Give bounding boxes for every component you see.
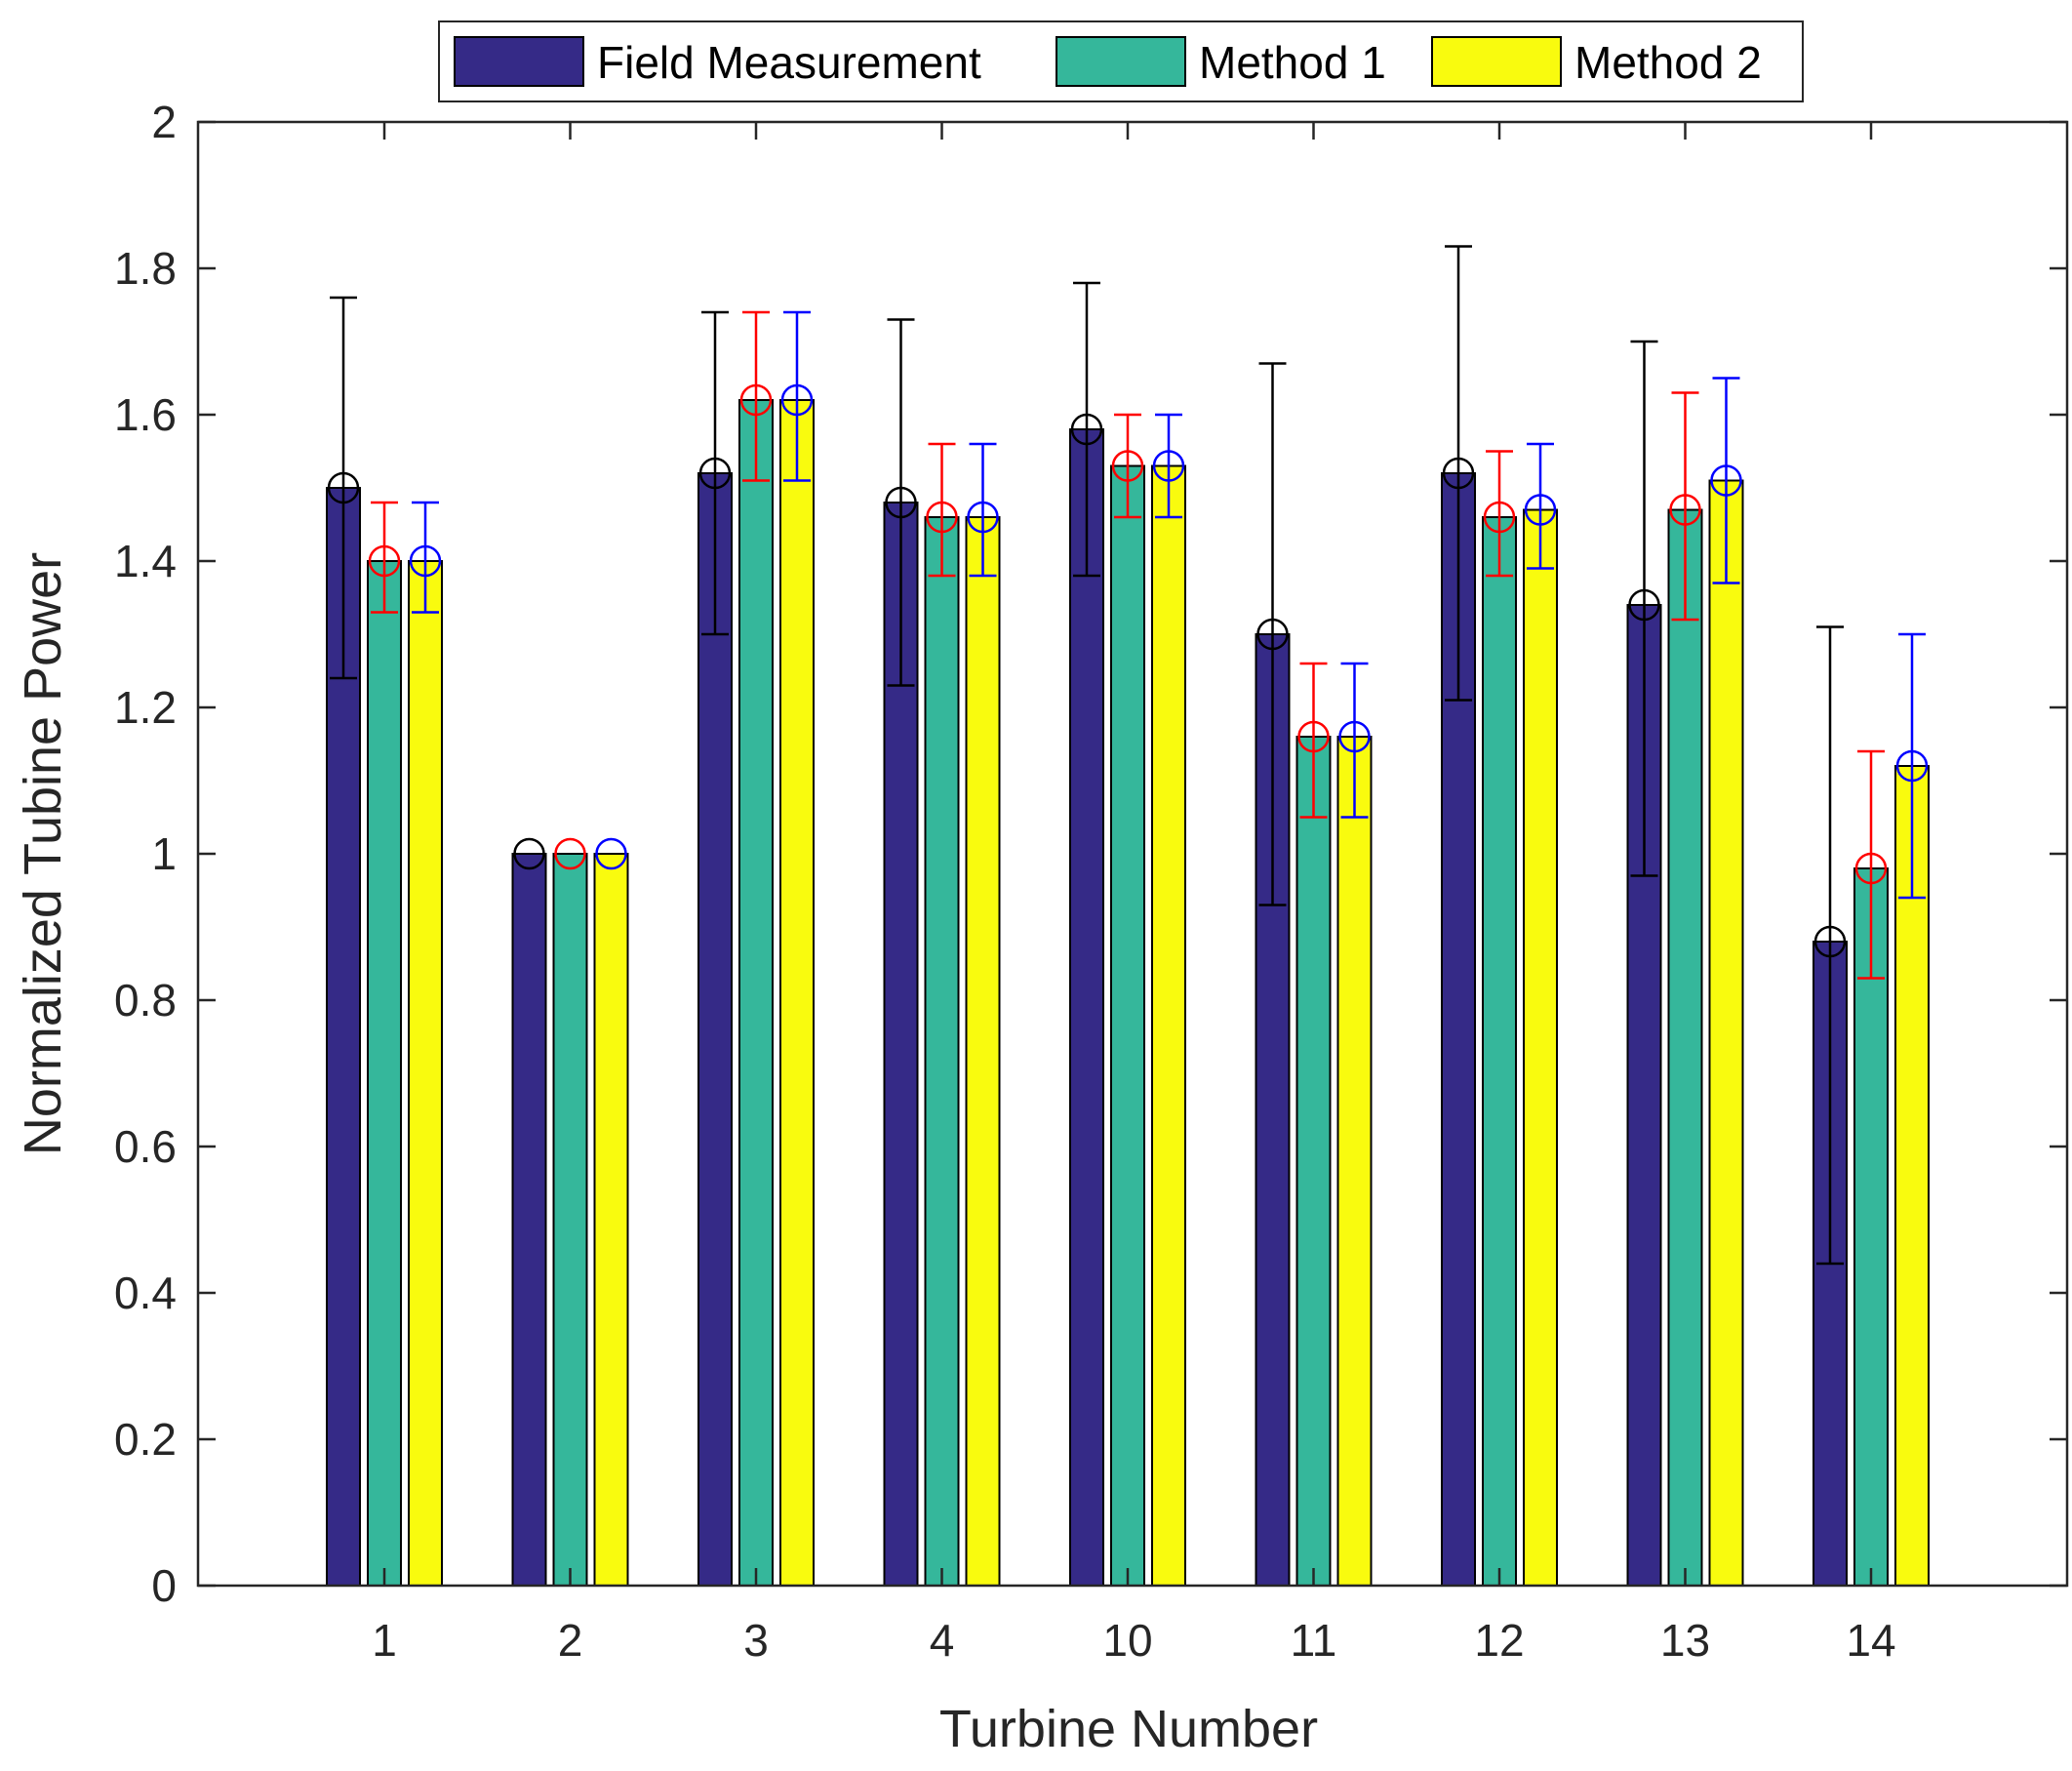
y-tick-label: 1.8: [114, 243, 177, 294]
legend-label-method-1: Method 1: [1199, 37, 1386, 88]
legend-swatch-field-measurement: [454, 36, 584, 87]
bar-method-1: [552, 853, 588, 1587]
bar-method-2: [408, 560, 443, 1587]
bar-method-1: [1482, 516, 1517, 1587]
marker-method-2: [1338, 720, 1371, 753]
x-tick-label: 11: [1291, 1615, 1337, 1666]
x-tick-label: 3: [743, 1615, 769, 1666]
y-tick-label: 0.8: [114, 975, 177, 1026]
bar-method-1: [1110, 464, 1145, 1587]
legend-label-method-2: Method 2: [1574, 37, 1762, 88]
bar-method-1: [738, 399, 774, 1587]
marker-method-2: [1895, 749, 1929, 783]
marker-field-measurement: [327, 471, 360, 504]
legend-label-field-measurement: Field Measurement: [597, 37, 981, 88]
errorbars-group: [327, 245, 1929, 1266]
bar-method-1: [367, 560, 402, 1587]
marker-method-1: [739, 383, 773, 417]
marker-field-measurement: [698, 457, 732, 490]
marker-method-2: [780, 383, 814, 417]
marker-field-measurement: [1070, 413, 1103, 446]
bar-method-1: [1667, 508, 1703, 1587]
marker-field-measurement: [1813, 925, 1847, 958]
marker-method-1: [1111, 450, 1144, 482]
y-axis-title: Normalized Tubine Power: [14, 552, 72, 1155]
y-tick-label: 0.6: [114, 1121, 177, 1172]
bar-method-2: [1708, 479, 1744, 1587]
x-tick-label: 13: [1660, 1615, 1710, 1666]
x-tick-label: 2: [558, 1615, 583, 1666]
marker-field-measurement: [885, 486, 917, 519]
y-tick-label: 0: [151, 1560, 177, 1611]
marker-method-1: [1483, 501, 1516, 534]
x-tick-labels: 1 2 3 4 10 11 12 13 14: [372, 1615, 1895, 1666]
y-tick-label: 1.6: [114, 389, 177, 440]
marker-field-measurement: [1256, 618, 1289, 651]
y-tick-label: 0.2: [114, 1414, 177, 1465]
bar-method-2: [1336, 736, 1373, 1587]
legend: Field Measurement Method 1 Method 2: [438, 20, 1804, 102]
y-tick-labels: 0 0.2 0.4 0.6 0.8 1 1.2 1.4 1.6 1.8 2: [114, 97, 177, 1611]
plot-frame: [196, 120, 2069, 1588]
bar-field-measurement: [511, 853, 547, 1587]
y-tick-label: 1.2: [114, 682, 177, 733]
x-tick-label: 10: [1102, 1615, 1152, 1666]
x-axis-title: Turbine Number: [939, 1700, 1318, 1758]
x-tick-label: 1: [372, 1615, 397, 1666]
marker-method-1: [1854, 852, 1888, 885]
bar-method-1: [1853, 867, 1889, 1587]
x-tick-label: 4: [930, 1615, 955, 1666]
y-tick-label: 1.4: [114, 536, 177, 586]
marker-method-1: [554, 837, 586, 870]
marker-method-2: [1524, 494, 1557, 526]
marker-method-2: [595, 837, 627, 870]
y-tick-label: 0.4: [114, 1268, 177, 1318]
marker-method-2: [1710, 464, 1742, 497]
bar-method-2: [1151, 464, 1186, 1587]
marker-method-2: [1152, 450, 1185, 482]
y-tick-label: 2: [151, 97, 177, 147]
bar-field-measurement: [1069, 428, 1104, 1587]
marker-method-2: [967, 501, 999, 534]
bar-method-2: [1523, 508, 1558, 1587]
bar-method-2: [779, 399, 815, 1587]
marker-method-2: [409, 544, 442, 578]
bar-field-measurement: [697, 472, 733, 1587]
y-tick-label: 1: [151, 828, 177, 879]
legend-swatch-method-2: [1431, 36, 1562, 87]
marker-method-1: [1297, 720, 1330, 753]
x-tick-label: 12: [1474, 1615, 1524, 1666]
bar-method-2: [593, 853, 629, 1587]
marker-field-measurement: [1628, 588, 1660, 622]
bar-method-2: [965, 516, 1001, 1587]
bar-method-1: [1295, 736, 1332, 1587]
bar-field-measurement: [1255, 633, 1291, 1587]
bar-method-1: [924, 516, 960, 1587]
marker-field-measurement: [513, 837, 545, 870]
marker-method-1: [1669, 494, 1701, 526]
marker-field-measurement: [1442, 457, 1475, 490]
marker-method-1: [368, 544, 401, 578]
x-tick-label: 14: [1846, 1615, 1895, 1666]
legend-swatch-method-1: [1056, 36, 1186, 87]
marker-method-1: [926, 501, 958, 534]
